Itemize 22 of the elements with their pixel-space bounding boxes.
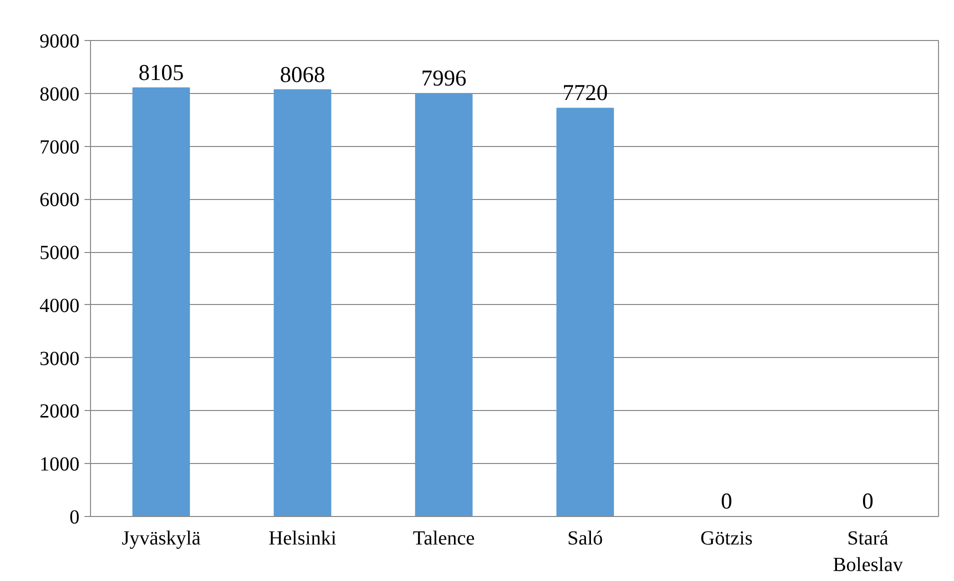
y-tick-label: 2000: [40, 400, 80, 423]
y-tick-label: 9000: [40, 30, 80, 52]
data-label: 0: [862, 488, 874, 514]
data-label: 7996: [421, 66, 466, 91]
y-tick-label: 1000: [40, 454, 80, 476]
y-tick-label: 0: [70, 506, 80, 528]
x-tick-label: Helsinki: [268, 528, 337, 550]
x-tick-label: Talence: [412, 528, 475, 550]
x-tick-label: Stará Boleslav: [832, 528, 903, 576]
y-tick-label: 5000: [40, 242, 80, 264]
y-tick-label: 4000: [40, 294, 80, 317]
y-tick-label: 8000: [40, 83, 80, 106]
data-label: 8105: [138, 60, 184, 85]
y-tick-label: 3000: [40, 348, 80, 370]
y-tick-label: 7000: [40, 136, 80, 158]
y-tick-label: 6000: [40, 189, 80, 212]
x-tick-label: Jyväskylä: [122, 528, 201, 550]
x-tick-label: Saló: [567, 528, 603, 550]
data-label: 0: [720, 488, 732, 514]
x-tick-label: Götzis: [700, 528, 753, 550]
data-label: 7720: [562, 80, 608, 106]
data-label: 8068: [280, 62, 326, 87]
